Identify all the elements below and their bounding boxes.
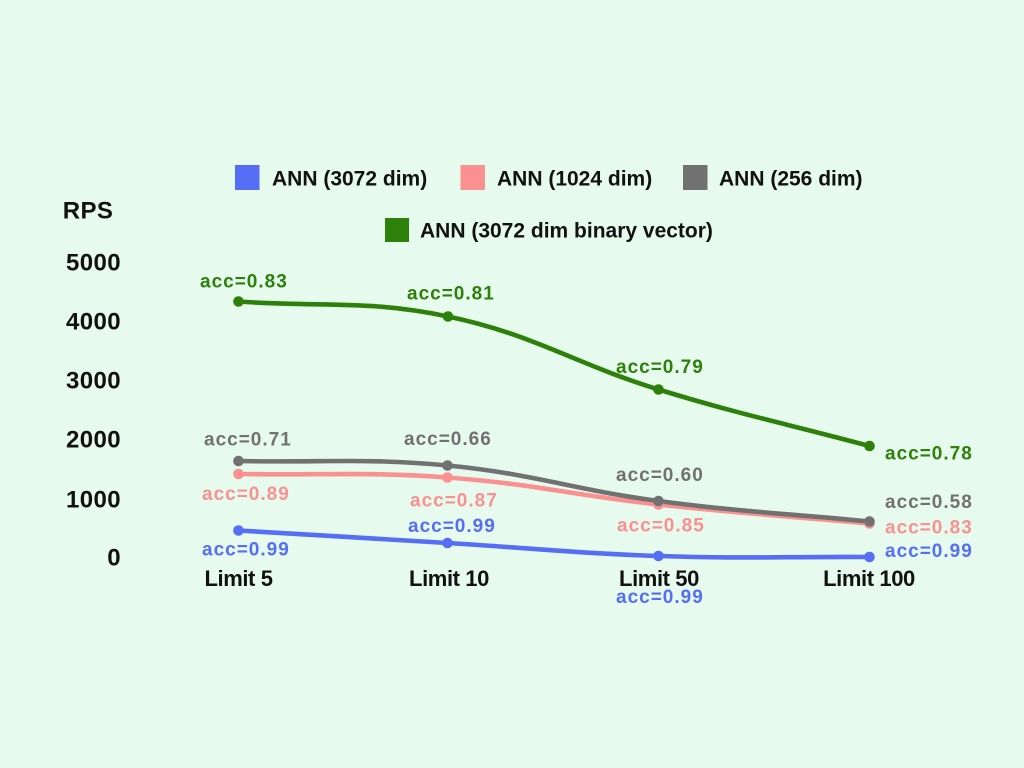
svg-text:Limit 100: Limit 100: [823, 566, 915, 591]
svg-text:ANN (256 dim): ANN (256 dim): [719, 168, 863, 191]
svg-text:2000: 2000: [66, 427, 121, 454]
svg-text:ANN (3072 dim): ANN (3072 dim): [272, 168, 427, 191]
svg-text:ANN (3072 dim binary vector): ANN (3072 dim binary vector): [420, 220, 713, 243]
svg-text:RPS: RPS: [63, 198, 114, 225]
svg-text:acc=0.60: acc=0.60: [616, 465, 704, 486]
svg-text:acc=0.99: acc=0.99: [408, 516, 496, 537]
svg-text:acc=0.66: acc=0.66: [404, 429, 492, 450]
svg-text:acc=0.83: acc=0.83: [885, 518, 973, 539]
svg-text:ANN (1024 dim): ANN (1024 dim): [497, 168, 652, 191]
svg-text:acc=0.99: acc=0.99: [202, 540, 290, 561]
svg-text:3000: 3000: [66, 368, 121, 395]
svg-text:4000: 4000: [66, 309, 121, 336]
svg-text:acc=0.78: acc=0.78: [885, 444, 973, 465]
svg-text:acc=0.99: acc=0.99: [616, 587, 704, 608]
svg-text:acc=0.79: acc=0.79: [616, 357, 704, 378]
svg-text:Limit 10: Limit 10: [409, 566, 489, 591]
svg-text:Limit 50: Limit 50: [619, 566, 699, 591]
svg-text:acc=0.81: acc=0.81: [407, 284, 495, 305]
svg-text:acc=0.87: acc=0.87: [410, 491, 498, 512]
svg-text:acc=0.71: acc=0.71: [204, 430, 292, 451]
svg-text:acc=0.85: acc=0.85: [617, 516, 705, 537]
svg-text:acc=0.58: acc=0.58: [885, 492, 973, 513]
svg-text:5000: 5000: [66, 250, 121, 277]
svg-text:acc=0.83: acc=0.83: [200, 272, 288, 293]
svg-text:acc=0.99: acc=0.99: [885, 541, 973, 562]
svg-text:acc=0.89: acc=0.89: [202, 484, 290, 505]
svg-text:Limit 5: Limit 5: [204, 566, 272, 591]
svg-text:1000: 1000: [66, 487, 121, 514]
svg-text:0: 0: [107, 545, 121, 572]
